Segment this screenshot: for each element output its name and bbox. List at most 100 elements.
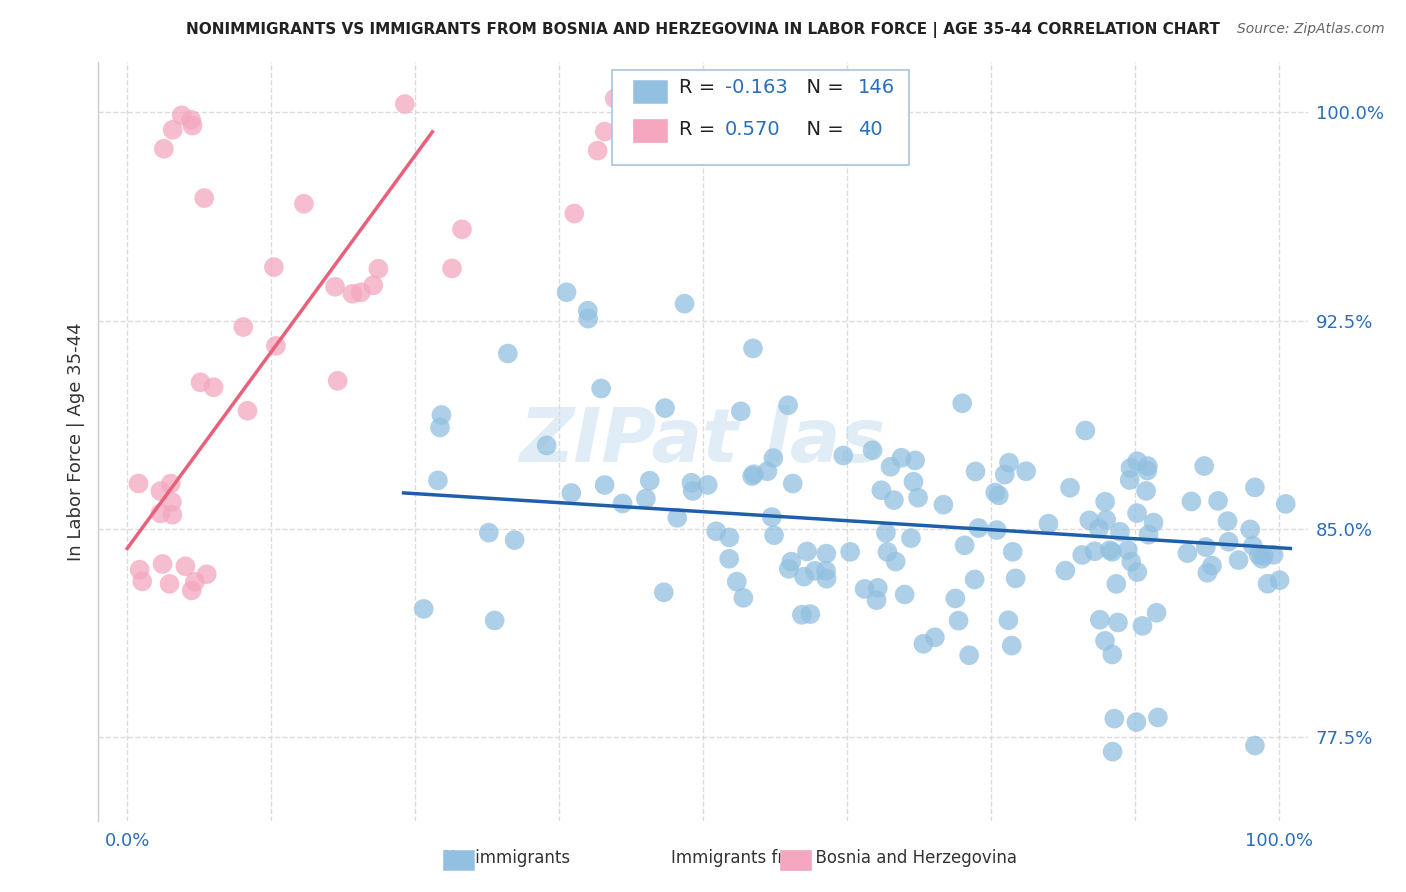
Point — [673, 296, 696, 310]
Point — [180, 583, 202, 598]
Point — [790, 607, 813, 622]
Point — [1257, 576, 1279, 591]
Point — [429, 420, 451, 434]
Point — [730, 404, 752, 418]
Point — [1105, 577, 1128, 591]
Point — [1107, 615, 1129, 630]
Point — [184, 574, 207, 589]
Point — [1088, 522, 1111, 536]
Point — [560, 486, 582, 500]
Point — [778, 398, 800, 412]
Point — [367, 261, 389, 276]
Point — [174, 559, 197, 574]
Point — [948, 614, 970, 628]
Point — [1001, 545, 1024, 559]
Point — [426, 474, 449, 488]
Point — [503, 533, 526, 547]
Point — [963, 573, 986, 587]
Point — [478, 525, 501, 540]
Point — [1095, 513, 1118, 527]
Point — [907, 491, 929, 505]
Point — [943, 591, 966, 606]
Text: R =: R = — [679, 120, 721, 138]
Text: -0.163: -0.163 — [724, 78, 787, 97]
Point — [997, 613, 1019, 627]
Point — [998, 456, 1021, 470]
Point — [1038, 516, 1060, 531]
Y-axis label: In Labor Force | Age 35-44: In Labor Force | Age 35-44 — [66, 322, 84, 561]
Point — [1109, 524, 1132, 539]
Point — [884, 555, 907, 569]
Text: 146: 146 — [858, 78, 894, 97]
Point — [153, 142, 176, 156]
Point — [1197, 566, 1219, 580]
Point — [879, 459, 901, 474]
Point — [1192, 458, 1215, 473]
Point — [1247, 548, 1270, 562]
Point — [799, 607, 821, 621]
FancyBboxPatch shape — [613, 70, 908, 165]
Point — [904, 453, 927, 467]
Point — [883, 493, 905, 508]
Point — [780, 555, 803, 569]
Point — [1094, 633, 1116, 648]
Point — [1244, 739, 1267, 753]
Point — [1137, 527, 1160, 541]
Point — [160, 495, 183, 509]
Point — [131, 574, 153, 589]
Point — [761, 510, 783, 524]
Point — [128, 476, 150, 491]
Point — [190, 376, 212, 390]
Point — [1054, 564, 1077, 578]
Text: R =: R = — [679, 78, 721, 97]
Point — [1126, 454, 1149, 468]
Point — [1201, 558, 1223, 573]
Point — [562, 206, 585, 220]
Point — [180, 112, 202, 127]
Text: Source: ZipAtlas.com: Source: ZipAtlas.com — [1237, 22, 1385, 37]
Point — [725, 574, 748, 589]
Point — [815, 572, 838, 586]
Point — [666, 510, 689, 524]
Text: N =: N = — [793, 120, 849, 138]
Text: 40: 40 — [858, 120, 883, 138]
Point — [195, 567, 218, 582]
Point — [1136, 458, 1159, 473]
Point — [440, 261, 463, 276]
Point — [957, 648, 980, 663]
Point — [742, 467, 765, 482]
Point — [704, 524, 727, 539]
Point — [1274, 497, 1296, 511]
Text: NONIMMIGRANTS VS IMMIGRANTS FROM BOSNIA AND HERZEGOVINA IN LABOR FORCE | AGE 35-: NONIMMIGRANTS VS IMMIGRANTS FROM BOSNIA … — [186, 22, 1220, 38]
Point — [326, 374, 349, 388]
Point — [634, 491, 657, 506]
Point — [1206, 494, 1229, 508]
Point — [967, 521, 990, 535]
Point — [1059, 481, 1081, 495]
Point — [264, 339, 287, 353]
FancyBboxPatch shape — [633, 80, 666, 103]
Point — [733, 591, 755, 605]
Point — [654, 401, 676, 415]
Point — [815, 564, 838, 578]
Point — [612, 496, 634, 510]
Point — [994, 467, 1017, 482]
Point — [1101, 648, 1123, 662]
Point — [932, 498, 955, 512]
Point — [202, 380, 225, 394]
Point — [965, 465, 987, 479]
Point — [953, 538, 976, 552]
Point — [1244, 480, 1267, 494]
Point — [893, 587, 915, 601]
Point — [1135, 483, 1157, 498]
Point — [236, 404, 259, 418]
Point — [361, 278, 384, 293]
Point — [593, 124, 616, 138]
Point — [1180, 494, 1202, 508]
Point — [342, 286, 364, 301]
Point — [912, 637, 935, 651]
Point — [1078, 513, 1101, 527]
Point — [796, 544, 818, 558]
Point — [1216, 514, 1239, 528]
Point — [1071, 548, 1094, 562]
